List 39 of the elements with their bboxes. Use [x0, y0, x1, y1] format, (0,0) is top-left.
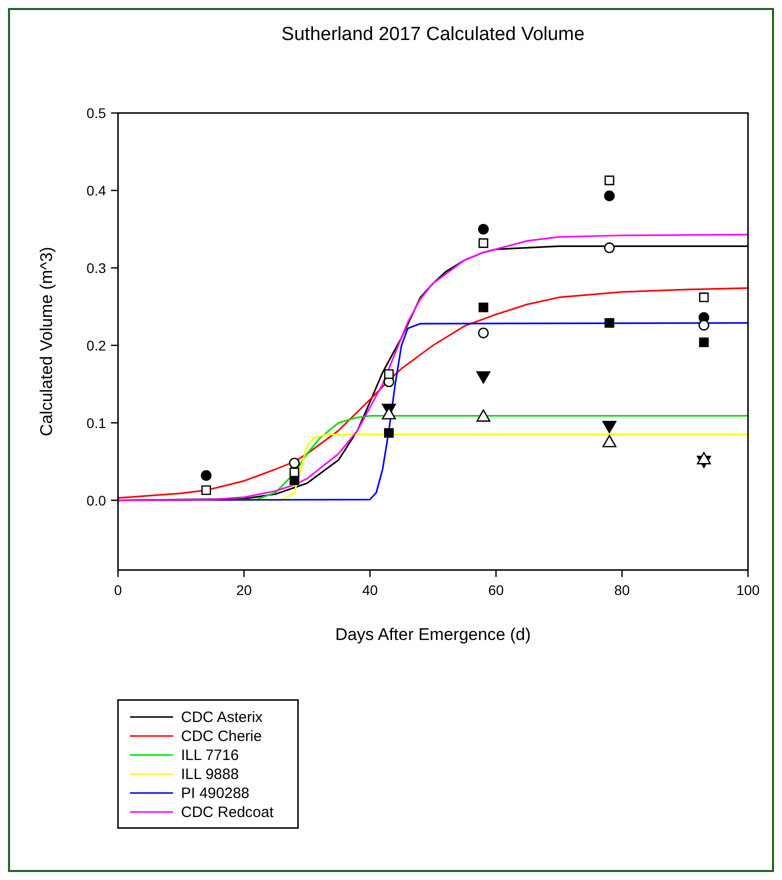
y-axis-title: Calculated Volume (m^3): [37, 246, 56, 436]
legend-label: CDC Redcoat: [181, 804, 274, 821]
point: [290, 468, 300, 478]
point: [699, 292, 709, 302]
point: [289, 458, 300, 468]
y-tick-label: 0.5: [86, 105, 106, 121]
y-tick-label: 0.3: [86, 260, 106, 276]
point: [604, 176, 614, 186]
point: [478, 302, 488, 312]
point: [699, 337, 709, 348]
point: [384, 369, 394, 379]
x-tick-label: 80: [614, 582, 630, 598]
x-tick-label: 0: [114, 582, 122, 598]
point: [200, 470, 212, 481]
line-series: [117, 287, 749, 499]
point: [384, 428, 394, 438]
legend-label: ILL 7716: [181, 747, 239, 764]
legend-label: PI 490288: [181, 785, 250, 802]
x-tick-label: 60: [488, 582, 504, 598]
legend-label: CDC Cherie: [181, 728, 262, 745]
x-axis-title: Days After Emergence (d): [335, 625, 531, 644]
chart-title: Sutherland 2017 Calculated Volume: [281, 24, 585, 45]
x-tick-label: 20: [236, 582, 252, 598]
point: [604, 318, 614, 328]
y-tick-label: 0.0: [86, 492, 106, 508]
y-tick-label: 0.2: [86, 337, 106, 354]
x-tick-label: 100: [736, 582, 760, 598]
legend-label: CDC Asterix: [181, 709, 264, 726]
point: [478, 328, 489, 338]
point: [478, 224, 489, 235]
point: [604, 242, 615, 254]
point: [201, 485, 212, 496]
point: [604, 190, 615, 202]
y-tick-label: 0.1: [86, 414, 106, 431]
point: [698, 320, 710, 331]
x-tick-label: 40: [362, 582, 378, 598]
y-tick-label: 0.4: [86, 182, 106, 198]
legend-label: ILL 9888: [181, 766, 239, 783]
point: [478, 238, 488, 248]
